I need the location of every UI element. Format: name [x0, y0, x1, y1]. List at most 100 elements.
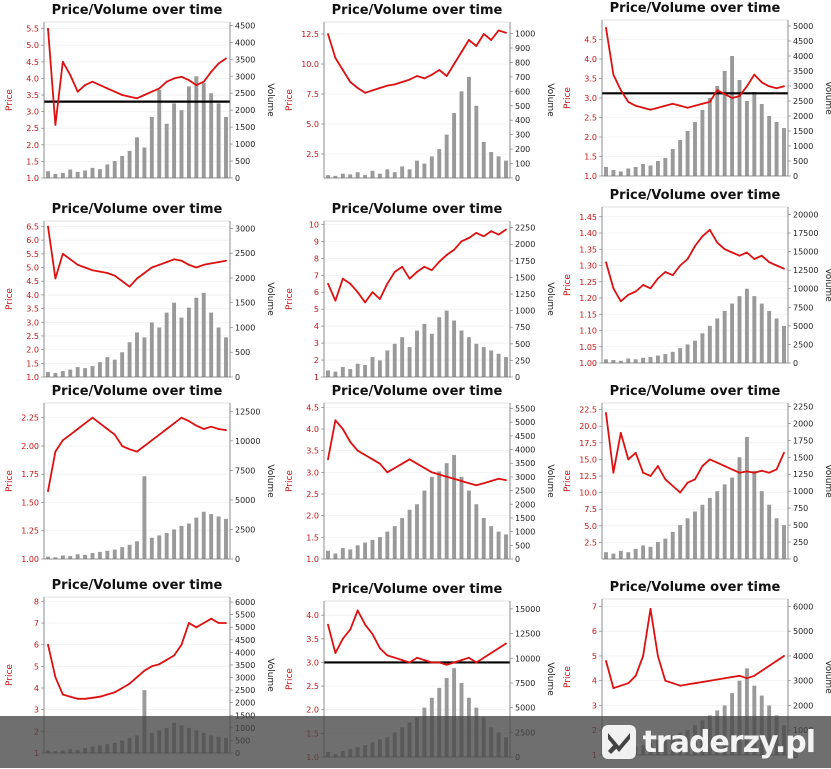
price-point [686, 683, 689, 686]
price-point [165, 80, 168, 83]
volume-bar [83, 170, 88, 178]
price-point [121, 445, 124, 447]
volume-bar [370, 539, 375, 559]
price-point [225, 429, 227, 432]
price-point [701, 465, 704, 467]
volume-axis-label: Volume [823, 660, 831, 694]
price-point [364, 454, 366, 456]
volume-bar [504, 534, 508, 559]
price-point [716, 461, 719, 464]
volume-tick-label: 1500 [515, 273, 535, 282]
volume-bar [60, 555, 65, 559]
price-point [61, 60, 64, 63]
price-point [91, 696, 94, 699]
price-point [121, 94, 124, 96]
volume-tick-label: 4000 [515, 446, 535, 455]
volume-bar [355, 363, 360, 377]
price-point [760, 254, 763, 257]
price-point [364, 91, 366, 94]
volume-axis-label: Volume [545, 464, 555, 498]
volume-bar [444, 134, 449, 178]
volume-bar [774, 318, 779, 363]
price-point [497, 233, 500, 236]
volume-bar [611, 553, 616, 559]
volume-bar [224, 518, 228, 559]
volume-bar [715, 318, 720, 363]
volume-bar [333, 371, 338, 377]
price-point [408, 277, 411, 280]
volume-tick-label: 3500 [793, 67, 813, 76]
volume-tick-label: 4500 [235, 21, 255, 30]
price-point [150, 439, 153, 442]
volume-bar [363, 175, 368, 178]
price-point [664, 679, 667, 682]
volume-bar [363, 365, 368, 377]
volume-bar [444, 310, 449, 377]
price-point [445, 254, 448, 256]
price-point [505, 31, 507, 34]
chart-title: Price/Volume over time [332, 582, 503, 597]
volume-bar [504, 357, 508, 377]
price-tick-label: 1.10 [579, 327, 597, 336]
volume-bar [172, 103, 177, 178]
volume-axis-label: Volume [265, 83, 275, 117]
price-tick-label: 4.0 [26, 74, 39, 83]
price-point [327, 282, 329, 285]
volume-tick-label: 10000 [793, 285, 818, 294]
price-volume-chart: Price/Volume over time 1.0 1.5 2.0 2.5 3.0 3.5… [285, 384, 555, 564]
price-point [634, 104, 637, 107]
volume-tick-label: 3000 [515, 473, 535, 482]
price-point [349, 282, 352, 285]
price-tick-label: 3.0 [584, 94, 597, 103]
volume-bar [149, 537, 154, 559]
price-tick-label: 5.0 [26, 41, 39, 50]
volume-tick-label: 700 [515, 73, 530, 82]
volume-bar [142, 476, 147, 559]
volume-tick-label: 3000 [793, 677, 813, 686]
price-point [731, 97, 733, 99]
price-point [694, 682, 696, 685]
price-point [723, 248, 726, 251]
price-tick-label: 1.25 [579, 278, 597, 287]
price-point [393, 656, 396, 659]
price-tick-label: 12.5 [301, 30, 319, 39]
price-point [460, 480, 463, 482]
price-point [143, 669, 146, 672]
price-point [430, 269, 433, 272]
price-point [106, 693, 109, 696]
volume-bar [437, 149, 442, 178]
price-point [701, 235, 704, 238]
traderzy-logo-icon [601, 725, 636, 759]
price-point [649, 608, 652, 610]
volume-bar [715, 491, 720, 559]
volume-bar [618, 550, 623, 559]
price-point [716, 241, 719, 244]
volume-bar [685, 344, 690, 363]
volume-bar [127, 342, 132, 377]
volume-bar [626, 168, 631, 176]
volume-bar [157, 327, 162, 377]
volume-bar [415, 330, 419, 377]
volume-bar [466, 490, 471, 559]
volume-bar [759, 303, 764, 363]
price-point [775, 468, 778, 471]
price-point [334, 652, 337, 654]
volume-bar [377, 360, 382, 377]
price-point [202, 263, 205, 266]
price-point [657, 655, 659, 657]
volume-bar [422, 490, 427, 559]
price-point [605, 660, 607, 662]
price-tick-label: 7 [314, 271, 319, 280]
chart-panel: Price/Volume over time 1.00 1.05 1.10 1.15 1.… [558, 185, 831, 375]
price-point [468, 656, 470, 659]
price-point [664, 104, 667, 107]
volume-tick-label: 1000 [793, 487, 813, 496]
price-point [386, 654, 389, 657]
volume-bar [201, 292, 206, 377]
volume-tick-label: 6000 [235, 598, 255, 607]
chart-panel: Price/Volume over time 1 2 3 4 5 6 7 8 9 10 0 250 500… [280, 199, 555, 389]
price-tick-label: 2.00 [21, 442, 39, 451]
price-tick-label: 2.5 [306, 490, 319, 499]
volume-tick-label: 500 [235, 348, 250, 357]
price-tick-label: 5.5 [26, 250, 39, 259]
